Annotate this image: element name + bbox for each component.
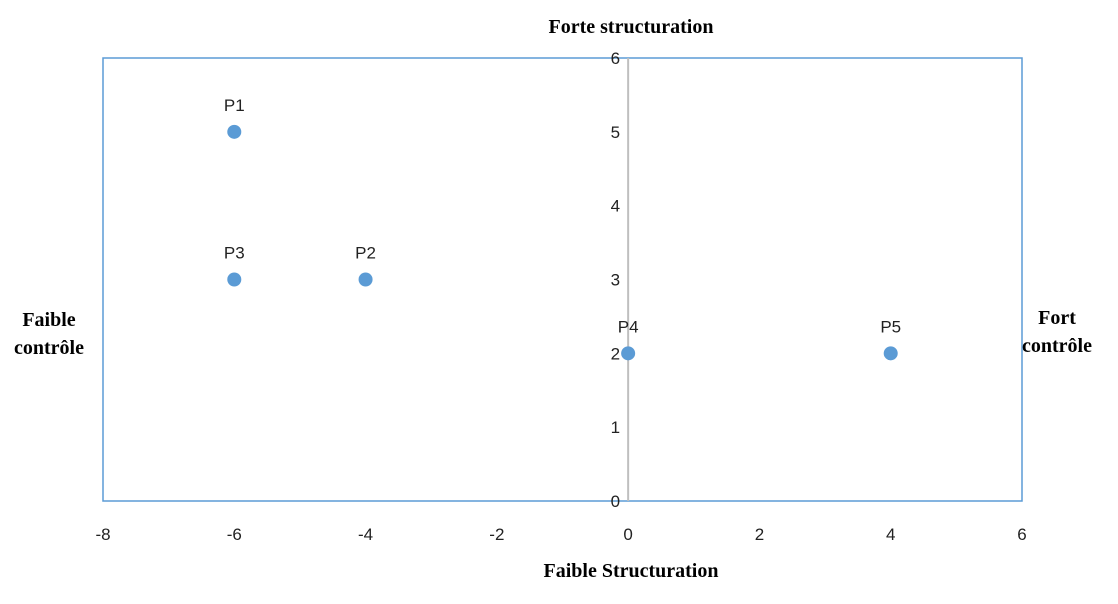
label-fort-controle-line1: Fort bbox=[1038, 307, 1076, 329]
x-tick-label: 6 bbox=[1017, 525, 1026, 544]
y-tick-label: 2 bbox=[611, 344, 620, 363]
data-point bbox=[621, 346, 636, 361]
label-fort-controle-line2: contrôle bbox=[1022, 335, 1092, 357]
x-tick-label: -2 bbox=[489, 525, 504, 544]
data-point-label: P4 bbox=[618, 317, 639, 336]
data-point bbox=[358, 272, 373, 287]
data-point-label: P1 bbox=[224, 96, 245, 115]
x-tick-labels: -8 -6 -4 -2 0 2 4 6 bbox=[95, 525, 1026, 544]
data-point-label: P3 bbox=[224, 244, 245, 263]
y-tick-label: 5 bbox=[611, 123, 620, 142]
data-point-label: P5 bbox=[880, 317, 901, 336]
x-tick-label: -6 bbox=[227, 525, 242, 544]
y-tick-label: 6 bbox=[611, 49, 620, 68]
label-fort-controle: Fort contrôle bbox=[1022, 304, 1092, 360]
y-tick-label: 4 bbox=[611, 197, 620, 216]
x-tick-label: -8 bbox=[95, 525, 110, 544]
label-faible-controle-line1: Faible bbox=[22, 309, 76, 331]
data-point bbox=[227, 124, 242, 139]
data-points: P1 P2 P3 P4 P5 bbox=[224, 96, 901, 361]
label-forte-structuration: Forte structuration bbox=[548, 16, 714, 38]
x-tick-label: 0 bbox=[623, 525, 632, 544]
x-tick-label: 4 bbox=[886, 525, 895, 544]
y-tick-label: 1 bbox=[611, 418, 620, 437]
plot-frame bbox=[102, 57, 1023, 502]
data-point bbox=[227, 272, 242, 287]
y-tick-label: 0 bbox=[611, 492, 620, 511]
x-tick-label: -4 bbox=[358, 525, 373, 544]
data-point bbox=[883, 346, 898, 361]
y-tick-label: 3 bbox=[611, 271, 620, 290]
label-faible-controle: Faible contrôle bbox=[14, 306, 84, 362]
y-tick-labels: 0 1 2 3 4 5 6 bbox=[611, 49, 620, 511]
label-faible-structuration: Faible Structuration bbox=[543, 560, 719, 582]
data-point-label: P2 bbox=[355, 244, 376, 263]
x-tick-label: 2 bbox=[755, 525, 764, 544]
label-faible-controle-line2: contrôle bbox=[14, 337, 84, 359]
